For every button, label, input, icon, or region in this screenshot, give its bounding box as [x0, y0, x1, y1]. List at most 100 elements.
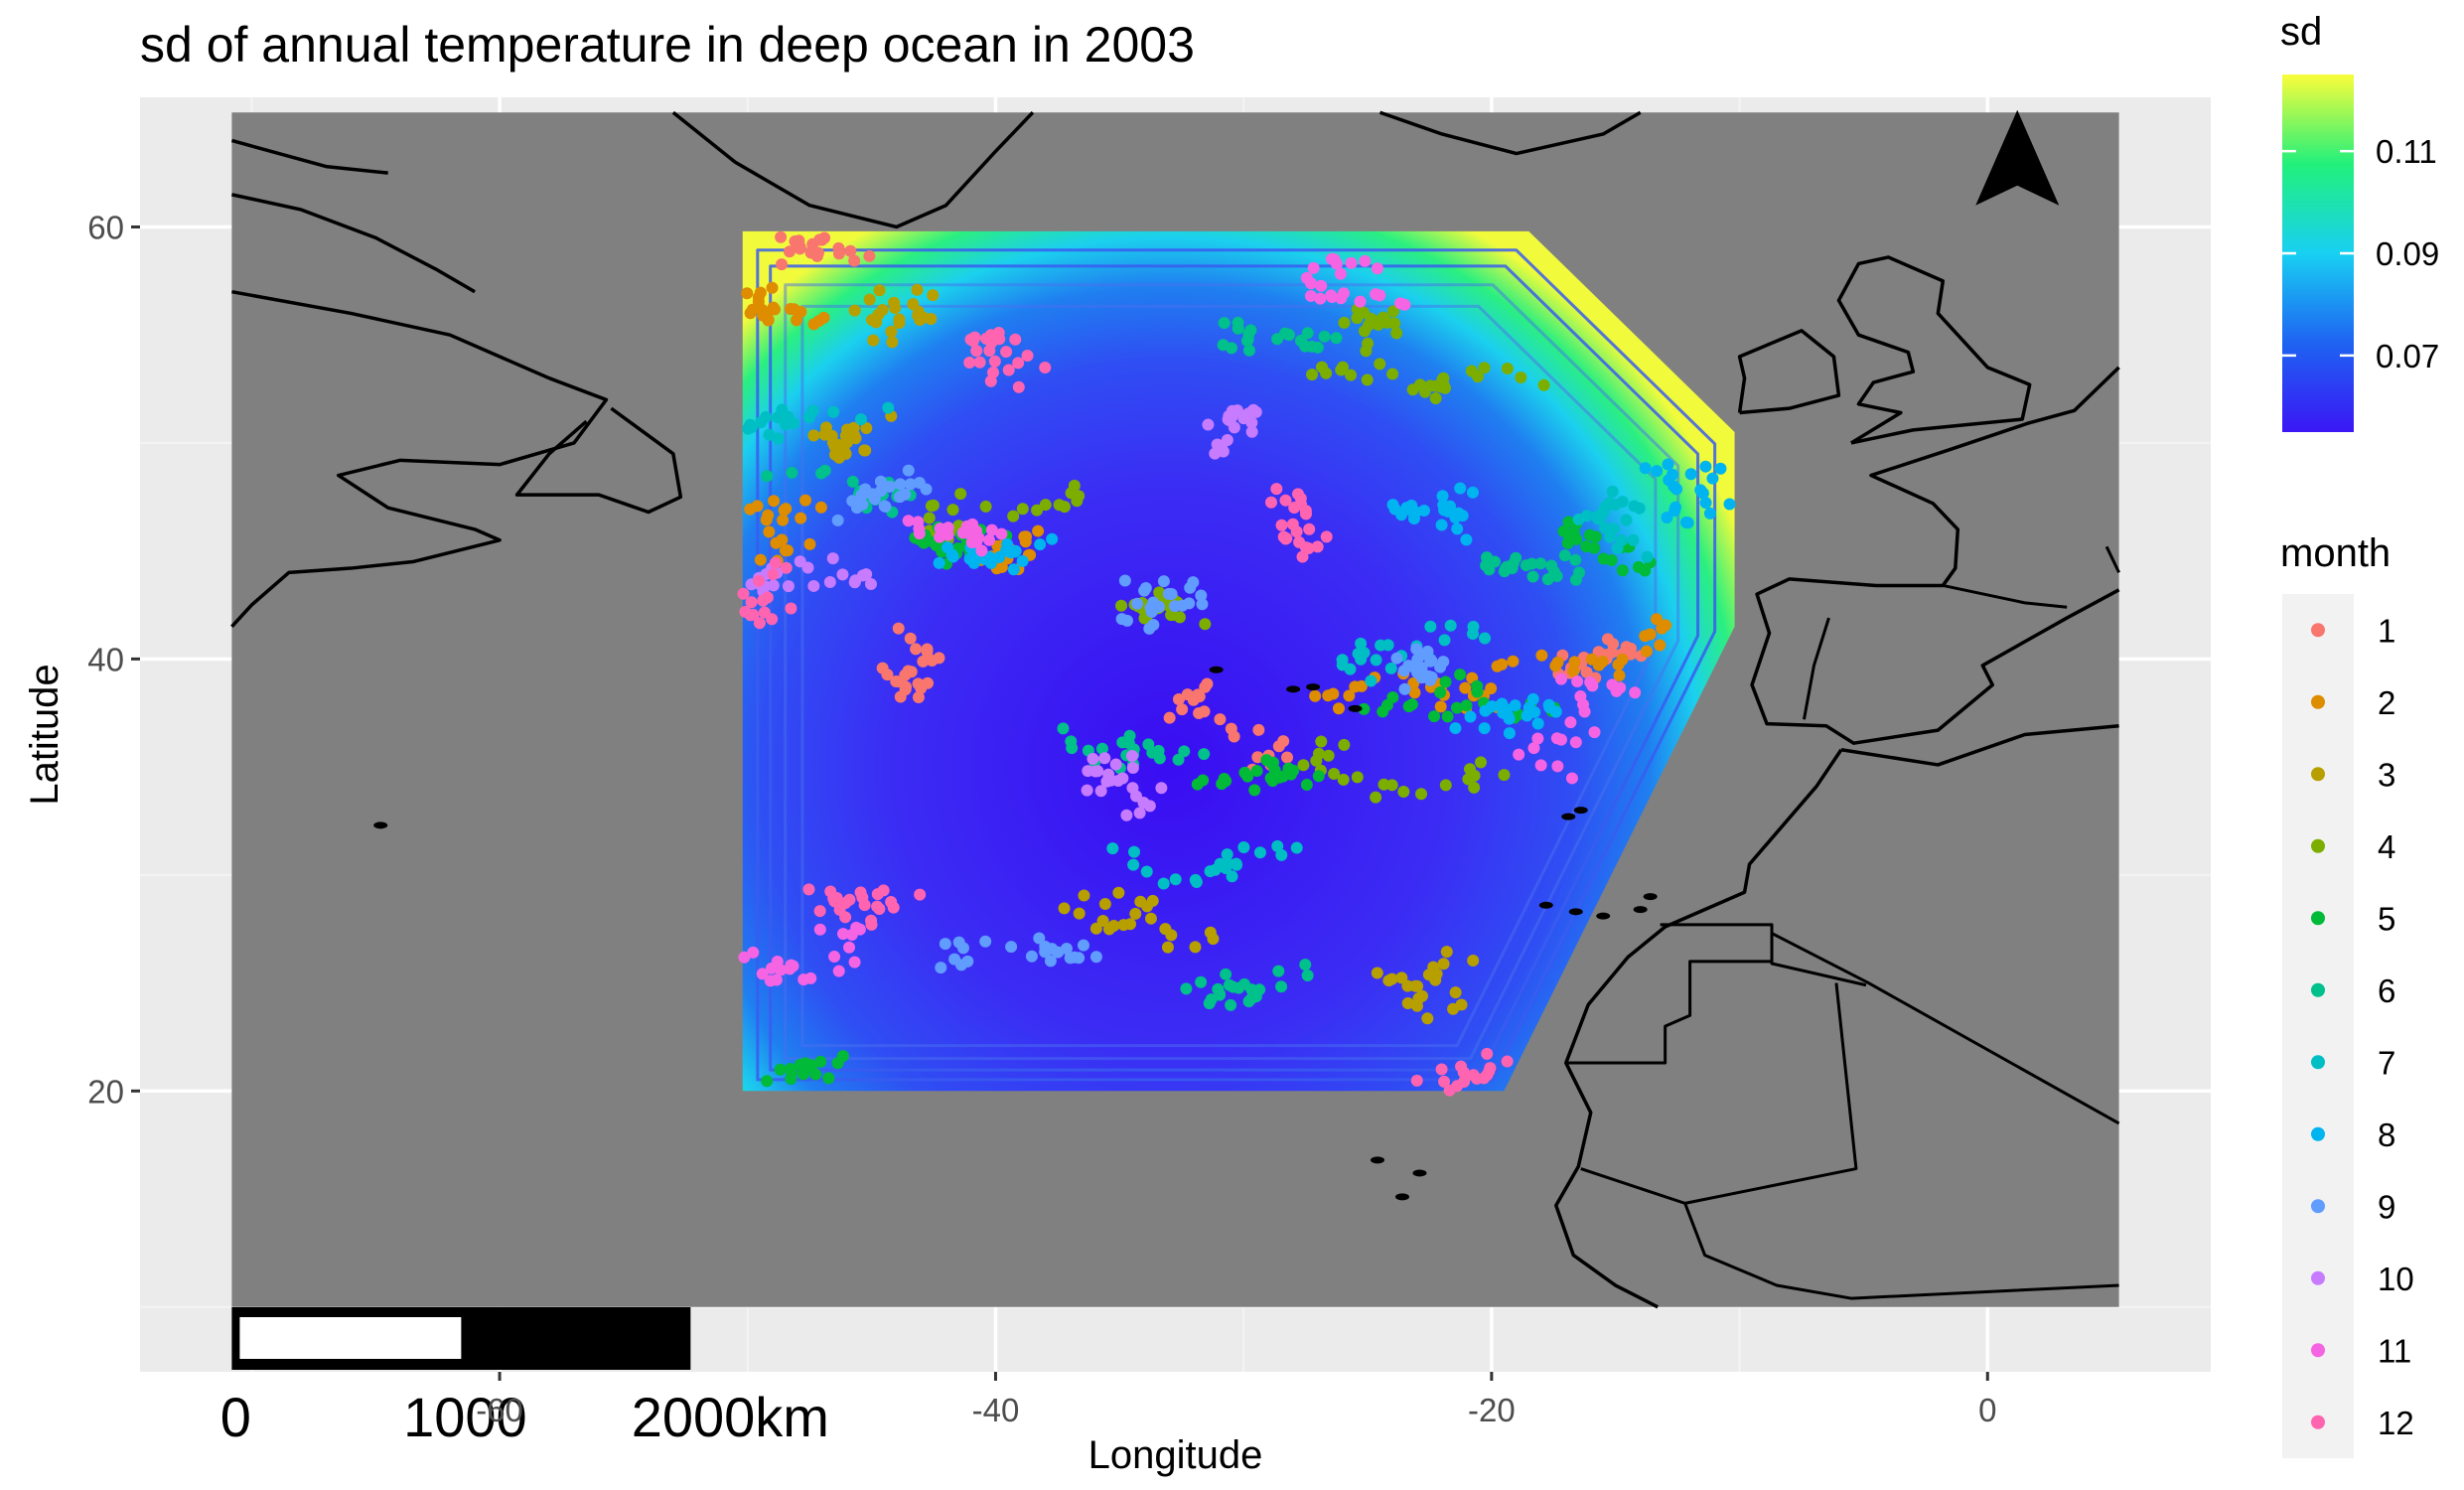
coastline: [514, 406, 683, 515]
data-point: [1388, 317, 1401, 330]
data-point: [1196, 598, 1209, 611]
data-point: [1651, 465, 1664, 478]
data-point: [801, 561, 814, 574]
data-point: [1328, 768, 1341, 781]
data-point: [1311, 540, 1324, 553]
data-point: [1005, 941, 1018, 954]
month-legend-key: [2311, 1126, 2325, 1141]
data-point: [883, 480, 896, 493]
data-point: [1245, 425, 1258, 438]
data-point: [956, 526, 969, 539]
month-legend-label: 7: [2378, 1044, 2395, 1081]
data-point: [1371, 262, 1383, 275]
data-point: [1444, 619, 1457, 632]
data-point: [946, 504, 959, 517]
data-point: [1569, 573, 1582, 586]
data-point: [1220, 861, 1232, 874]
data-point: [1596, 656, 1609, 669]
data-point: [739, 605, 752, 618]
data-point: [1039, 362, 1052, 374]
data-point: [966, 518, 979, 530]
data-point: [1275, 848, 1288, 861]
data-point: [1679, 517, 1692, 529]
island: [1348, 704, 1363, 712]
data-point: [756, 968, 769, 980]
data-point: [1620, 514, 1633, 526]
data-point: [802, 883, 815, 896]
data-point: [1000, 346, 1013, 359]
data-point: [910, 643, 923, 656]
data-point: [738, 951, 751, 964]
data-point: [879, 500, 892, 513]
data-point: [1336, 659, 1349, 671]
data-point: [1273, 771, 1286, 784]
coastline: [1378, 110, 1642, 156]
data-point: [1449, 986, 1462, 999]
data-point: [836, 1050, 849, 1063]
islands: [373, 666, 1658, 1201]
data-point: [1077, 939, 1089, 952]
data-point: [848, 254, 861, 267]
data-point: [1405, 698, 1418, 711]
data-point: [1290, 841, 1303, 854]
data-point: [900, 680, 913, 693]
coastline: [671, 110, 1035, 229]
data-point: [1458, 1076, 1471, 1089]
data-point: [1437, 378, 1450, 391]
data-point: [807, 429, 820, 442]
scale-bar-label: 2000km: [632, 1386, 829, 1448]
data-point: [1303, 522, 1316, 535]
data-point: [877, 884, 890, 897]
data-point: [1318, 330, 1331, 343]
data-point: [1109, 758, 1122, 771]
data-point: [807, 579, 820, 592]
data-point: [1232, 981, 1245, 994]
data-point: [1138, 584, 1151, 597]
data-point: [1424, 673, 1437, 686]
data-point: [1007, 510, 1020, 522]
month-legend-label: 4: [2378, 828, 2395, 865]
data-point: [1401, 997, 1414, 1010]
data-point: [1172, 692, 1185, 705]
data-point: [867, 334, 880, 347]
data-point: [1009, 333, 1022, 346]
data-point: [1467, 955, 1480, 968]
data-point: [795, 1058, 807, 1071]
data-point: [1537, 378, 1550, 391]
data-point: [863, 293, 876, 306]
y-tick-label: 60: [87, 209, 124, 245]
data-point: [1142, 738, 1155, 751]
data-point: [1450, 701, 1463, 714]
data-point: [1176, 703, 1189, 716]
data-point: [1251, 751, 1264, 764]
data-point: [761, 470, 774, 483]
data-point: [1287, 764, 1300, 777]
data-point: [1201, 677, 1214, 690]
data-point: [1377, 705, 1389, 718]
data-point: [1406, 506, 1419, 519]
data-point: [804, 971, 817, 984]
data-point: [935, 962, 947, 974]
data-point: [1594, 512, 1607, 524]
data-point: [939, 938, 951, 951]
data-point: [1115, 613, 1128, 626]
data-point: [1374, 289, 1386, 302]
data-point: [1441, 710, 1454, 723]
data-point: [1478, 362, 1491, 374]
month-legend-key: [2311, 1343, 2325, 1358]
data-point: [843, 893, 856, 906]
data-point: [1481, 1047, 1494, 1060]
data-point: [858, 899, 871, 912]
data-point: [933, 556, 945, 569]
data-point: [1543, 701, 1556, 714]
country-border: [1943, 583, 2068, 609]
data-point: [1252, 723, 1265, 736]
data-point: [1550, 732, 1563, 745]
data-point: [920, 483, 933, 496]
country-border: [1771, 932, 2120, 1125]
data-point: [787, 960, 799, 972]
data-point: [912, 690, 925, 703]
data-point: [1468, 781, 1481, 794]
data-point: [1597, 552, 1610, 565]
data-point: [1351, 771, 1364, 784]
